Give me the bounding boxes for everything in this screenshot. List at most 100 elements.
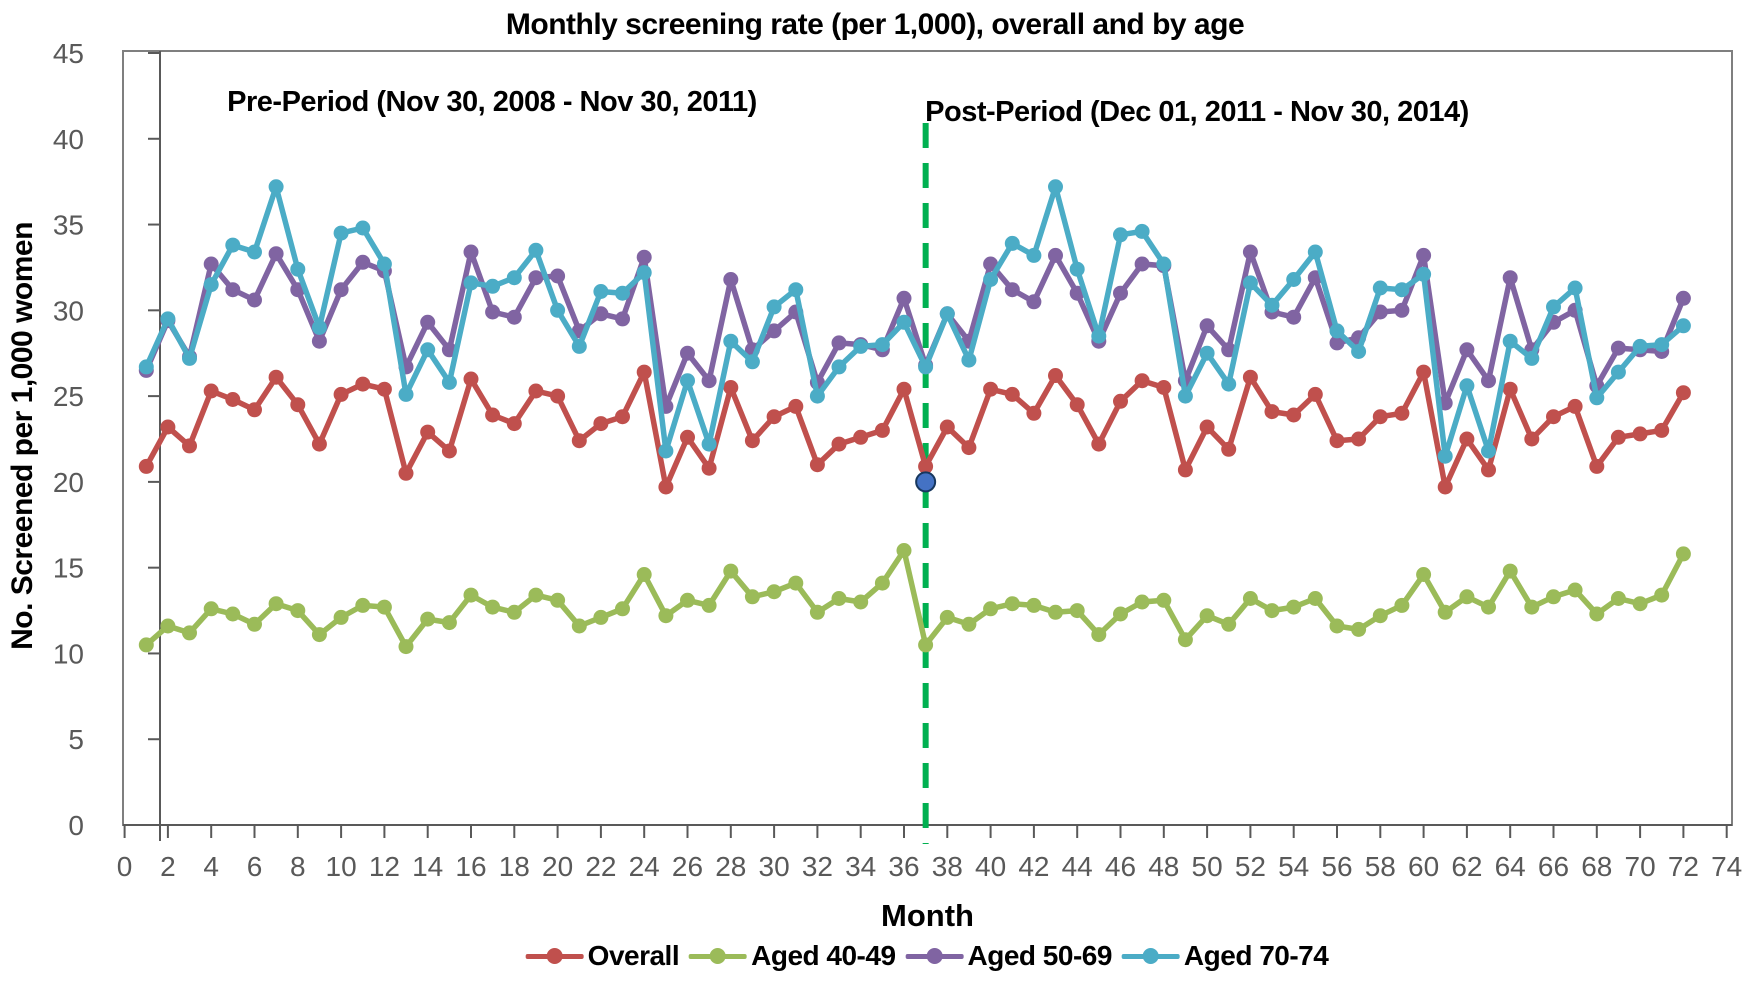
series-point-aged-70-74	[1654, 337, 1670, 353]
x-tick-label: 50	[1192, 851, 1223, 882]
series-point-aged-40-49	[138, 637, 154, 653]
series-point-aged-70-74	[1156, 256, 1172, 272]
series-point-overall	[1286, 407, 1302, 423]
series-point-aged-70-74	[896, 314, 912, 330]
series-point-aged-70-74	[1675, 318, 1691, 334]
series-point-overall	[701, 460, 717, 476]
series-point-aged-40-49	[463, 587, 479, 603]
series-point-aged-70-74	[1632, 338, 1648, 354]
series-point-aged-40-49	[766, 584, 782, 600]
x-axis-title: Month	[881, 898, 974, 933]
series-point-overall	[311, 436, 327, 452]
series-point-aged-70-74	[680, 373, 695, 389]
x-tick-label: 40	[975, 851, 1006, 882]
y-tick-label: 45	[53, 38, 84, 69]
series-point-aged-70-74	[376, 256, 392, 272]
series-point-aged-70-74	[333, 225, 349, 241]
series-point-aged-70-74	[550, 302, 566, 318]
series-point-aged-40-49	[983, 601, 999, 617]
x-tick-label: 44	[1062, 851, 1093, 882]
series-point-overall	[1221, 441, 1237, 457]
series-point-aged-50-69	[983, 256, 999, 272]
series-point-aged-50-69	[636, 249, 652, 265]
series-point-aged-70-74	[571, 338, 587, 354]
series-point-aged-40-49	[1567, 582, 1583, 598]
series-point-overall	[1372, 409, 1388, 425]
series-point-aged-50-69	[896, 290, 912, 306]
series-point-aged-70-74	[788, 282, 804, 298]
series-point-overall	[1675, 385, 1691, 401]
series-point-overall	[831, 436, 847, 452]
series-point-aged-70-74	[355, 220, 371, 236]
x-tick-label: 6	[247, 851, 263, 882]
series-point-aged-40-49	[1177, 632, 1193, 648]
series-point-aged-70-74	[398, 386, 414, 402]
x-tick-label: 46	[1105, 851, 1136, 882]
x-tick-label: 74	[1711, 851, 1742, 882]
series-point-overall	[333, 386, 349, 402]
series-point-aged-50-69	[1134, 256, 1150, 272]
series-point-aged-70-74	[961, 352, 977, 368]
series-point-overall	[961, 440, 977, 456]
series-point-overall	[1004, 386, 1020, 402]
series-point-aged-40-49	[1221, 616, 1237, 632]
series-point-aged-70-74	[1372, 280, 1388, 296]
series-point-aged-40-49	[1329, 618, 1345, 634]
series-point-aged-40-49	[311, 627, 327, 643]
series-point-overall	[160, 419, 176, 435]
series-point-aged-40-49	[1351, 621, 1367, 637]
series-point-aged-50-69	[550, 268, 566, 284]
series-point-overall	[420, 424, 436, 440]
series-point-aged-70-74	[983, 272, 999, 287]
series-point-aged-50-69	[420, 314, 436, 330]
series-point-aged-50-69	[311, 333, 327, 349]
series-point-aged-70-74	[593, 284, 609, 299]
series-point-aged-40-49	[1675, 546, 1691, 562]
legend-item-aged-40-49-label: Aged 40-49	[751, 940, 896, 971]
series-point-aged-40-49	[831, 591, 847, 606]
series-line-aged-50-69	[143, 249, 1687, 410]
legend-item-overall: Overall	[525, 940, 680, 972]
x-tick-label: 64	[1495, 851, 1526, 882]
y-tick-label: 5	[68, 724, 84, 755]
series-point-aged-40-49	[420, 611, 436, 627]
series-point-aged-40-49	[1459, 589, 1475, 605]
series-point-aged-70-74	[1026, 247, 1042, 263]
x-tick-labels: 0 2 4 6 8 10 12 14 16 18 20 22 24 26 28 30 32 34 36 38 40 42 4…	[117, 825, 1742, 882]
series-point-aged-70-74	[615, 285, 630, 301]
series-point-aged-40-49	[723, 563, 739, 579]
y-tick-label: 20	[53, 467, 84, 498]
series-point-aged-40-49	[1524, 599, 1540, 615]
series-point-aged-70-74	[420, 342, 436, 358]
series-point-overall	[983, 381, 999, 397]
series-point-overall	[1134, 373, 1150, 389]
series-point-overall	[1113, 393, 1128, 409]
x-tick-label: 26	[672, 851, 703, 882]
series-point-aged-40-49	[571, 618, 587, 634]
series-point-aged-70-74	[1481, 443, 1496, 459]
series-point-aged-50-69	[723, 272, 739, 287]
series-point-aged-70-74	[1177, 388, 1193, 404]
series-point-aged-40-49	[1048, 604, 1063, 620]
series-point-overall	[1416, 364, 1432, 380]
series-point-overall	[658, 479, 674, 495]
series-point-aged-70-74	[831, 359, 847, 375]
series-point-aged-70-74	[1113, 227, 1128, 243]
series-point-aged-40-49	[1307, 591, 1323, 606]
series-point-aged-70-74	[853, 338, 869, 354]
series-point-aged-70-74	[809, 388, 825, 404]
legend-item-aged-40-49: Aged 40-49	[689, 940, 896, 972]
series-point-aged-40-49	[1134, 594, 1150, 610]
series-point-aged-40-49	[1113, 606, 1128, 622]
series-point-aged-40-49	[874, 575, 890, 591]
x-tick-label: 10	[326, 851, 357, 882]
x-tick-label: 36	[888, 851, 919, 882]
series-point-aged-50-69	[528, 270, 544, 286]
series-point-aged-40-49	[203, 601, 219, 617]
legend-item-aged-70-74: Aged 70-74	[1121, 940, 1329, 972]
series-point-aged-50-69	[593, 306, 609, 322]
x-tick-label: 8	[290, 851, 306, 882]
series-point-aged-50-69	[1675, 290, 1691, 306]
series-point-overall	[1242, 369, 1258, 385]
legend-item-overall-marker-icon	[525, 947, 584, 965]
